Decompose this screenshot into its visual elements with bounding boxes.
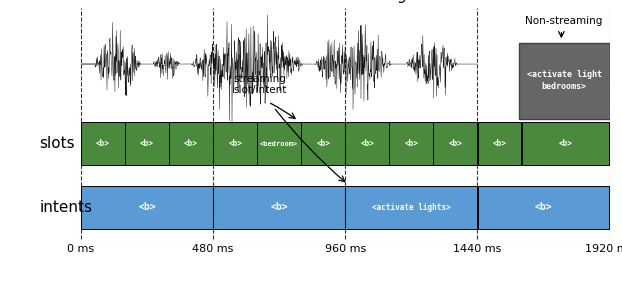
Text: 1440 ms: 1440 ms	[453, 244, 501, 254]
Text: Non-streaming: Non-streaming	[526, 16, 603, 26]
Bar	[345, 186, 477, 229]
Text: <b>: <b>	[271, 202, 288, 212]
Bar	[478, 186, 610, 229]
Text: <b>: <b>	[316, 139, 330, 148]
Bar	[434, 122, 477, 165]
Text: <b>: <b>	[360, 139, 374, 148]
Text: <b>: <b>	[559, 139, 572, 148]
Bar	[345, 122, 389, 165]
Bar	[81, 122, 125, 165]
Text: 0 ms: 0 ms	[67, 244, 95, 254]
Text: <b>: <b>	[448, 139, 462, 148]
Bar	[213, 186, 345, 229]
Text: <activate lights>: <activate lights>	[372, 203, 450, 212]
Text: <b>: <b>	[404, 139, 418, 148]
Text: 480 ms: 480 ms	[192, 244, 234, 254]
Text: slots: slots	[40, 137, 75, 151]
Bar	[169, 122, 213, 165]
Text: <b>: <b>	[184, 139, 198, 148]
Text: <bedroom>: <bedroom>	[260, 141, 298, 147]
Text: streaming
slot/intent: streaming slot/intent	[233, 73, 287, 95]
Text: <b>: <b>	[228, 139, 242, 148]
Bar	[519, 43, 610, 119]
Text: <b>: <b>	[493, 139, 506, 148]
Bar	[389, 122, 433, 165]
Bar	[301, 122, 345, 165]
Text: <activate light
bedrooms>: <activate light bedrooms>	[527, 70, 601, 91]
Text: 1920 ms: 1920 ms	[585, 244, 622, 254]
Bar	[258, 122, 301, 165]
Bar	[81, 186, 213, 229]
Text: <b>: <b>	[138, 202, 156, 212]
Text: <b>: <b>	[96, 139, 110, 148]
Bar	[213, 122, 257, 165]
Bar	[125, 122, 169, 165]
Text: intents: intents	[40, 200, 93, 215]
Text: 960 ms: 960 ms	[325, 244, 366, 254]
Text: <b>: <b>	[140, 139, 154, 148]
Bar	[478, 122, 521, 165]
Text: <b>: <b>	[535, 202, 552, 212]
Bar	[522, 122, 610, 165]
Text: Switch the bedroom lights on: Switch the bedroom lights on	[238, 0, 453, 3]
